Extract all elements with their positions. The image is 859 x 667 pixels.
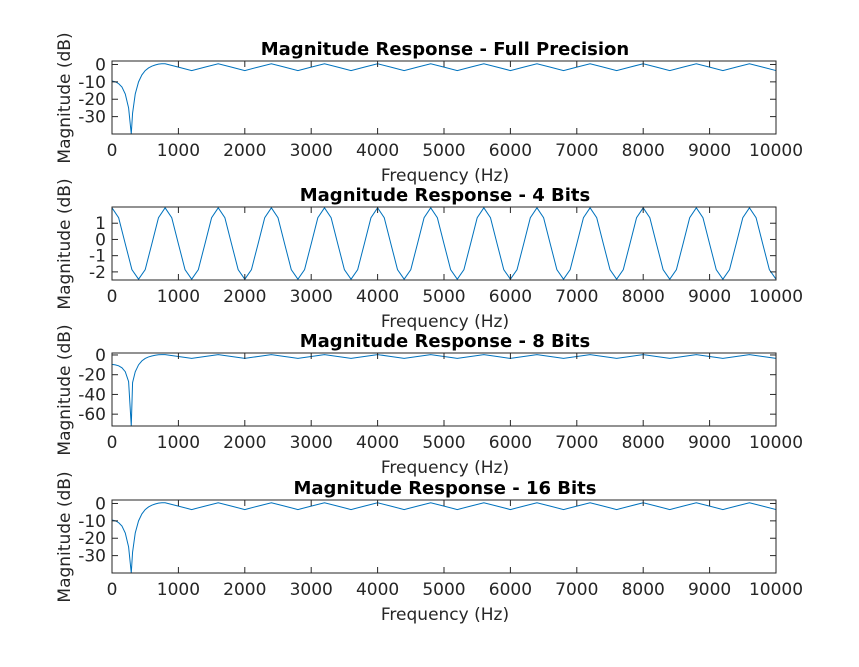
x-tick-label: 1000 bbox=[157, 287, 200, 307]
x-tick-label: 9000 bbox=[688, 141, 731, 161]
y-tick-label: 0 bbox=[95, 230, 106, 250]
subplot-full-precision: Magnitude Response - Full Precision Freq… bbox=[55, 32, 803, 186]
x-tick-label: 10000 bbox=[749, 580, 803, 600]
x-tick-label: 5000 bbox=[422, 141, 465, 161]
subplot-title: Magnitude Response - 4 Bits bbox=[300, 185, 590, 206]
x-tick-label: 8000 bbox=[622, 433, 665, 453]
x-tick-label: 3000 bbox=[290, 580, 333, 600]
x-tick-label: 9000 bbox=[688, 580, 731, 600]
x-tick-label: 7000 bbox=[555, 433, 598, 453]
x-tick-label: 0 bbox=[107, 433, 118, 453]
plot-area bbox=[112, 353, 776, 426]
x-tick-label: 0 bbox=[107, 287, 118, 307]
x-tick-label: 6000 bbox=[489, 580, 532, 600]
x-tick-label: 2000 bbox=[223, 287, 266, 307]
x-tick-label: 5000 bbox=[422, 580, 465, 600]
x-tick-label: 10000 bbox=[749, 287, 803, 307]
y-tick-label: 0 bbox=[95, 55, 106, 75]
subplot-title: Magnitude Response - 16 Bits bbox=[293, 478, 596, 499]
y-tick-label: 0 bbox=[95, 494, 106, 514]
x-axis-label: Frequency (Hz) bbox=[381, 605, 509, 625]
subplot-title: Magnitude Response - Full Precision bbox=[261, 39, 629, 60]
x-tick-label: 9000 bbox=[688, 287, 731, 307]
subplot-4-bits: Magnitude Response - 4 Bits Frequency (H… bbox=[55, 178, 803, 332]
x-tick-label: 0 bbox=[107, 141, 118, 161]
y-tick-label: 0 bbox=[95, 346, 106, 366]
x-tick-label: 3000 bbox=[290, 287, 333, 307]
x-tick-label: 10000 bbox=[749, 141, 803, 161]
y-tick-label: -20 bbox=[78, 529, 106, 549]
subplot-8-bits: Magnitude Response - 8 Bits Frequency (H… bbox=[55, 324, 803, 478]
series-line bbox=[111, 354, 777, 427]
x-tick-label: 10000 bbox=[749, 433, 803, 453]
y-tick-label: -10 bbox=[78, 73, 106, 93]
x-tick-label: 4000 bbox=[356, 287, 399, 307]
x-tick-label: 7000 bbox=[555, 287, 598, 307]
plot-area bbox=[112, 61, 776, 134]
x-tick-label: 2000 bbox=[223, 141, 266, 161]
x-tick-label: 5000 bbox=[422, 433, 465, 453]
x-tick-label: 8000 bbox=[622, 141, 665, 161]
x-tick-label: 1000 bbox=[157, 141, 200, 161]
x-tick-label: 1000 bbox=[157, 433, 200, 453]
y-tick-label: -30 bbox=[78, 547, 106, 567]
y-axis-label: Magnitude (dB) bbox=[55, 32, 75, 163]
y-tick-label: -2 bbox=[89, 263, 106, 283]
x-axis-label: Frequency (Hz) bbox=[381, 166, 509, 186]
x-tick-label: 5000 bbox=[422, 287, 465, 307]
x-axis-label: Frequency (Hz) bbox=[381, 312, 509, 332]
y-tick-label: -20 bbox=[78, 90, 106, 110]
x-tick-label: 3000 bbox=[290, 433, 333, 453]
y-tick-label: 1 bbox=[95, 214, 106, 234]
x-tick-label: 9000 bbox=[688, 433, 731, 453]
y-tick-label: -30 bbox=[78, 108, 106, 128]
x-tick-label: 3000 bbox=[290, 141, 333, 161]
series-line bbox=[111, 63, 777, 135]
subplot-16-bits: Magnitude Response - 16 Bits Frequency (… bbox=[55, 471, 803, 625]
series-line bbox=[111, 206, 777, 281]
y-axis-label: Magnitude (dB) bbox=[55, 324, 75, 455]
x-tick-label: 4000 bbox=[356, 580, 399, 600]
series-line bbox=[111, 502, 777, 574]
plot-area bbox=[112, 500, 776, 573]
x-tick-label: 6000 bbox=[489, 141, 532, 161]
y-tick-label: -10 bbox=[78, 512, 106, 532]
y-axis-label: Magnitude (dB) bbox=[55, 178, 75, 309]
x-tick-label: 0 bbox=[107, 580, 118, 600]
x-tick-label: 1000 bbox=[157, 580, 200, 600]
subplot-title: Magnitude Response - 8 Bits bbox=[300, 331, 590, 352]
x-tick-label: 7000 bbox=[555, 580, 598, 600]
x-axis-label: Frequency (Hz) bbox=[381, 458, 509, 478]
x-tick-label: 7000 bbox=[555, 141, 598, 161]
x-tick-label: 6000 bbox=[489, 287, 532, 307]
x-tick-label: 4000 bbox=[356, 141, 399, 161]
x-tick-label: 8000 bbox=[622, 580, 665, 600]
x-tick-label: 2000 bbox=[223, 433, 266, 453]
y-axis-label: Magnitude (dB) bbox=[55, 471, 75, 602]
y-tick-label: -40 bbox=[78, 385, 106, 405]
x-tick-label: 6000 bbox=[489, 433, 532, 453]
y-tick-label: -1 bbox=[89, 247, 106, 267]
x-tick-label: 8000 bbox=[622, 287, 665, 307]
y-tick-label: -60 bbox=[78, 405, 106, 425]
y-tick-label: -20 bbox=[78, 366, 106, 386]
x-tick-label: 4000 bbox=[356, 433, 399, 453]
x-tick-label: 2000 bbox=[223, 580, 266, 600]
